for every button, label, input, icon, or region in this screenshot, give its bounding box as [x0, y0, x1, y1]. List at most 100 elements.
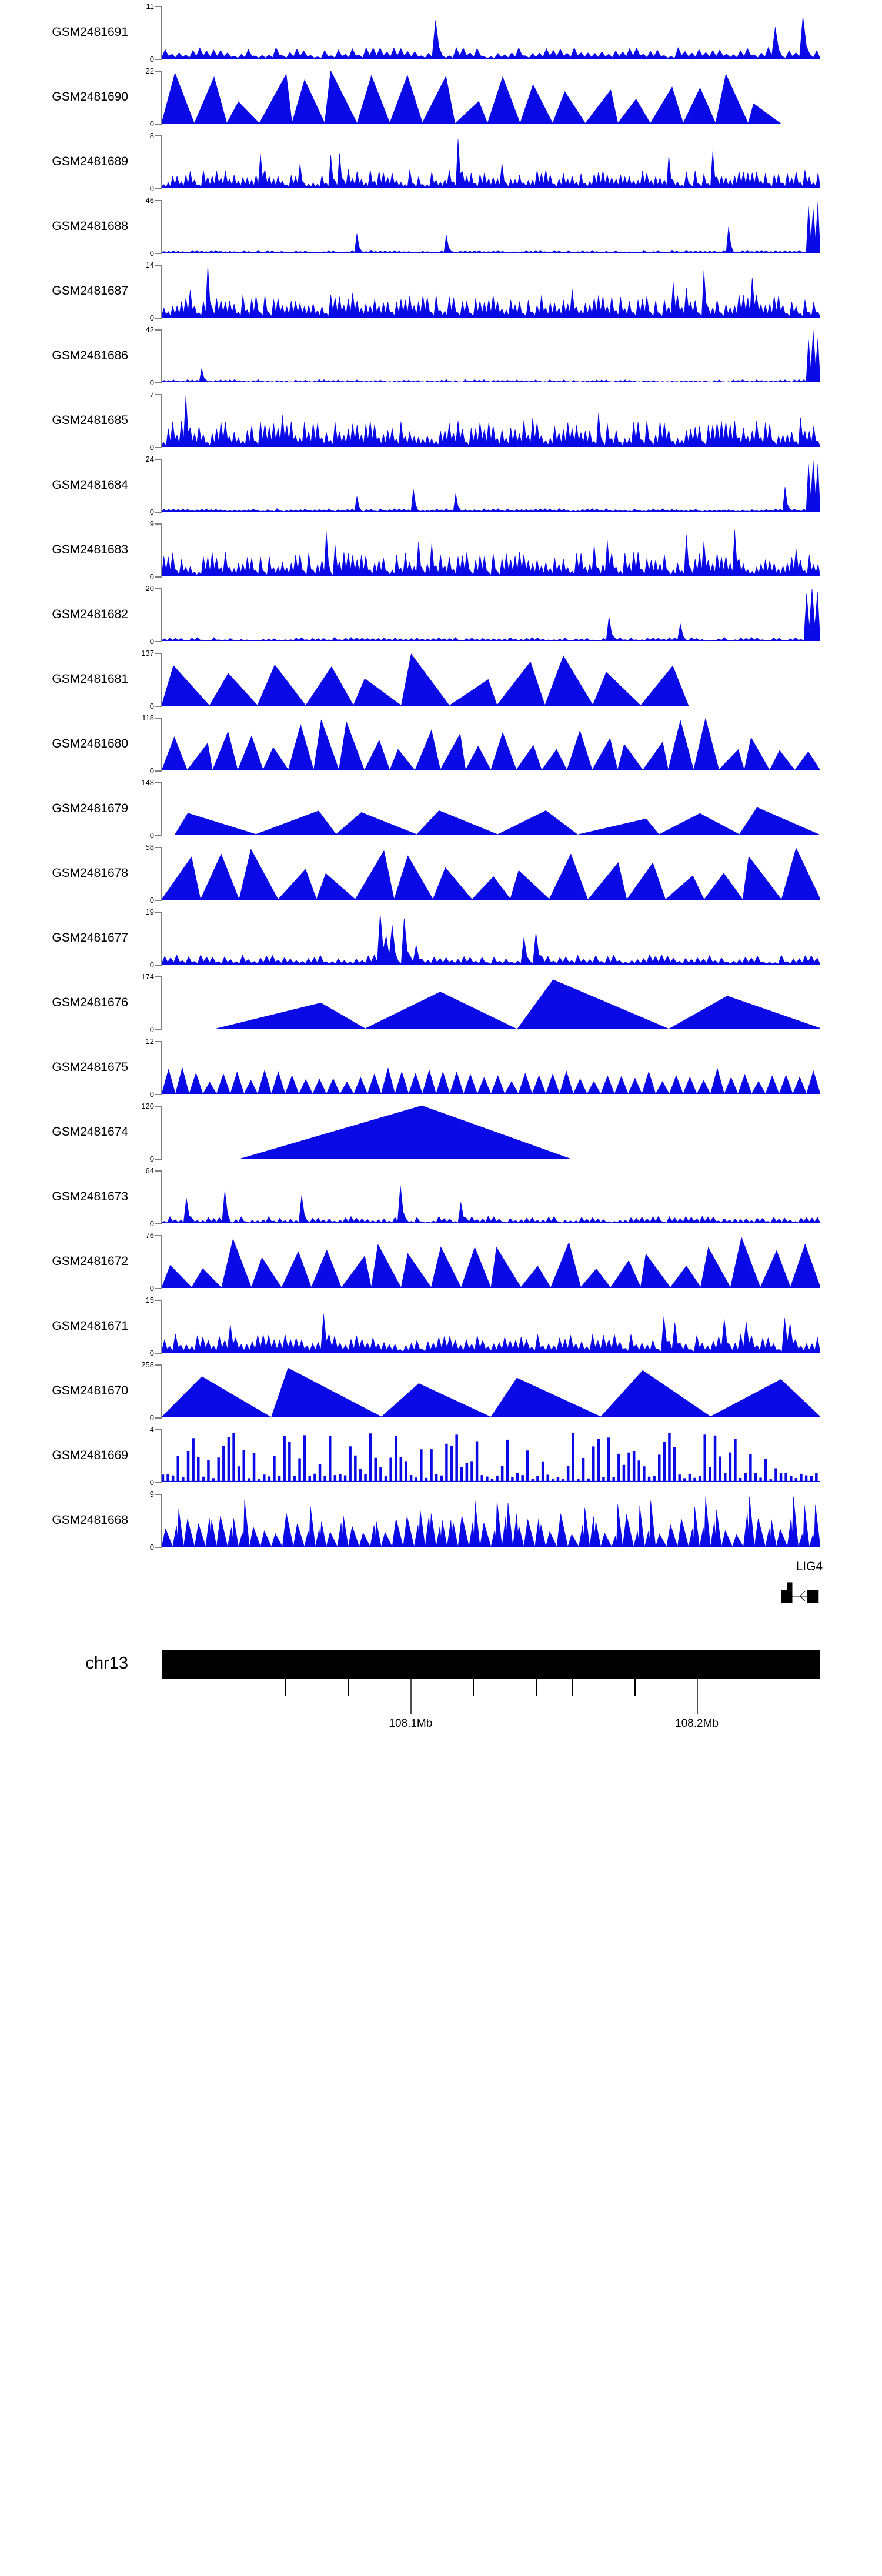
y-axis-min-label: 0 [149, 637, 154, 646]
coverage-plot-area[interactable] [162, 1041, 820, 1094]
coverage-track: GSM2481688 46 0 [0, 194, 882, 259]
track-label-gsm2481685: GSM2481685 [52, 413, 128, 427]
coverage-plot-area[interactable] [162, 6, 820, 59]
y-axis-max-label: 76 [145, 1231, 154, 1240]
y-axis-line [161, 394, 162, 448]
coverage-plot-area[interactable] [162, 459, 820, 512]
y-axis-line [161, 1364, 162, 1419]
coverage-polygon [162, 1367, 820, 1417]
coverage-track: GSM2481680 118 0 [0, 712, 882, 776]
coverage-track: GSM2481684 24 0 [0, 453, 882, 518]
coverage-plot-area[interactable] [162, 1364, 820, 1417]
y-axis-tick-min [155, 1547, 162, 1548]
y-axis-max-label: 148 [141, 778, 154, 787]
coverage-plot-area[interactable] [162, 1494, 820, 1547]
track-label-gsm2481679: GSM2481679 [52, 802, 128, 815]
y-axis-line [161, 265, 162, 319]
y-axis-max-label: 14 [145, 261, 154, 269]
y-axis: 14 0 [135, 261, 162, 322]
coverage-plot-area[interactable] [162, 523, 820, 576]
y-axis-min-label: 0 [149, 508, 154, 516]
coordinate-tick [473, 1679, 475, 1696]
y-axis-max-label: 137 [141, 649, 154, 658]
y-axis: 42 0 [135, 325, 162, 386]
y-axis-line [161, 1170, 162, 1224]
y-axis-min-label: 0 [149, 1349, 154, 1357]
coverage-polygon [162, 718, 820, 770]
coverage-track: GSM2481670 258 0 [0, 1359, 882, 1423]
coverage-plot-area[interactable] [162, 718, 820, 770]
y-axis-tick-min [155, 1417, 162, 1419]
y-axis-tick-min [155, 641, 162, 642]
coverage-track: GSM2481679 148 0 [0, 776, 882, 841]
chromosome-bar[interactable] [162, 1650, 820, 1679]
coverage-track: GSM2481685 7 0 [0, 388, 882, 453]
coverage-track: GSM2481681 137 0 [0, 647, 882, 712]
coverage-plot-area[interactable] [162, 329, 820, 382]
y-axis-tick-min [155, 1159, 162, 1160]
coverage-polygon [162, 1185, 820, 1223]
coverage-track: GSM2481674 120 0 [0, 1100, 882, 1164]
coverage-plot-area[interactable] [162, 847, 820, 900]
y-axis-max-label: 42 [145, 325, 154, 334]
y-axis-tick-max [155, 329, 162, 331]
coordinate-ticks [162, 1679, 820, 1714]
coverage-track: GSM2481668 9 0 [0, 1488, 882, 1553]
coverage-plot-area[interactable] [162, 912, 820, 965]
coverage-polygon [162, 461, 820, 512]
coverage-polygon [240, 1106, 570, 1159]
y-axis-tick-min [155, 382, 162, 383]
coverage-plot-area[interactable] [162, 782, 820, 835]
coverage-plot-area[interactable] [162, 588, 820, 641]
y-axis-tick-min [155, 965, 162, 966]
coverage-plot-area[interactable] [162, 1106, 820, 1159]
y-axis: 46 0 [135, 196, 162, 257]
y-axis-min-label: 0 [149, 313, 154, 322]
coverage-plot-area[interactable] [162, 1429, 820, 1482]
coverage-plot-area[interactable] [162, 394, 820, 447]
coverage-tracks-container: GSM2481691 11 0 GSM2481690 22 0 GSM2481689 8 0 GS… [0, 0, 882, 1553]
coverage-plot-area[interactable] [162, 265, 820, 318]
y-axis-max-label: 64 [145, 1166, 154, 1175]
y-axis-line [161, 329, 162, 383]
coverage-plot-area[interactable] [162, 1300, 820, 1353]
coverage-plot-area[interactable] [162, 1170, 820, 1223]
coverage-polygon [162, 913, 820, 965]
y-axis: 15 0 [135, 1296, 162, 1357]
coordinate-tick-major [697, 1679, 698, 1714]
coordinate-tick [572, 1679, 573, 1696]
coverage-plot-area[interactable] [162, 71, 820, 124]
coverage-track: GSM2481690 22 0 [0, 65, 882, 129]
y-axis: 22 0 [135, 67, 162, 128]
y-axis-max-label: 258 [141, 1360, 154, 1369]
exon-box [787, 1582, 793, 1603]
y-axis-max-label: 118 [142, 713, 154, 722]
y-axis-min-label: 0 [149, 443, 154, 452]
track-label-gsm2481688: GSM2481688 [52, 219, 128, 233]
coverage-plot-area[interactable] [162, 1235, 820, 1288]
coverage-plot-area[interactable] [162, 135, 820, 188]
y-axis-tick-min [155, 835, 162, 836]
y-axis-tick-min [155, 1482, 162, 1483]
coverage-plot-area[interactable] [162, 200, 820, 253]
coverage-track: GSM2481669 4 0 [0, 1423, 882, 1488]
coverage-polygon [162, 653, 689, 706]
gene-model-lig4[interactable] [778, 1579, 822, 1607]
coverage-plot-area[interactable] [162, 653, 820, 706]
coverage-track: GSM2481691 11 0 [0, 0, 882, 65]
y-axis: 137 0 [135, 649, 162, 710]
coverage-plot-area[interactable] [162, 976, 820, 1029]
y-axis-max-label: 24 [145, 455, 154, 463]
y-axis-tick-max [155, 1041, 162, 1042]
y-axis: 174 0 [135, 973, 162, 1033]
y-axis-min-label: 0 [149, 1154, 154, 1163]
coverage-track: GSM2481687 14 0 [0, 259, 882, 323]
track-label-gsm2481669: GSM2481669 [52, 1449, 128, 1462]
coverage-polygon [162, 589, 820, 641]
coordinate-tick [348, 1679, 349, 1696]
y-axis-tick-max [155, 265, 162, 266]
y-axis-min-label: 0 [149, 572, 154, 581]
y-axis-tick-min [155, 512, 162, 513]
